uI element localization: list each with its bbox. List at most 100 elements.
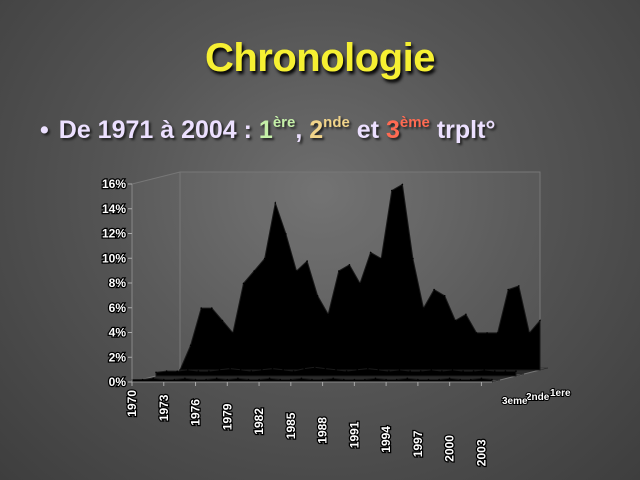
series-3eme (131, 377, 501, 383)
x-tick-label: 1985 (284, 412, 298, 439)
data-point-1ere-1971 (189, 344, 192, 347)
data-point-2nde-1981 (271, 367, 274, 370)
separator-et: et (349, 116, 386, 144)
data-point-2nde-1999 (462, 370, 464, 372)
data-point-2nde-1970 (155, 371, 157, 374)
x-tick-label: 1979 (220, 403, 234, 430)
data-point-3eme-1974 (173, 378, 176, 381)
data-point-3eme-1991 (353, 378, 356, 381)
data-point-2nde-1978 (239, 369, 242, 371)
data-point-1ere-1977 (253, 270, 255, 272)
x-tick-label: 1991 (347, 421, 361, 448)
data-point-1ere-1999 (486, 332, 488, 334)
y-tick-label: 16% (102, 177, 126, 191)
slide-title: Chronologie (204, 36, 436, 80)
y-tick-label: 6% (109, 301, 127, 315)
data-point-1ere-1979 (274, 202, 277, 204)
data-point-3eme-1981 (247, 378, 250, 381)
data-point-1ere-1983 (316, 295, 319, 297)
data-point-2nde-1985 (314, 366, 316, 369)
data-point-2nde-2003 (504, 370, 507, 372)
separator-comma: , (295, 116, 310, 144)
data-point-3eme-1976 (194, 378, 197, 381)
data-point-2nde-1977 (229, 367, 231, 370)
legend-label-3eme: 3eme (502, 396, 528, 407)
data-point-1ere-2003 (528, 332, 531, 334)
data-point-3eme-2004 (491, 378, 493, 381)
second-suffix: nde (323, 114, 350, 131)
third-number: 3 (385, 116, 400, 144)
data-point-2nde-1997 (441, 370, 443, 372)
data-point-2nde-1995 (419, 370, 422, 372)
x-tick-label: 2003 (474, 439, 488, 466)
data-point-1ere-2000 (496, 332, 499, 334)
data-point-1ere-1990 (391, 189, 393, 192)
data-point-3eme-1984 (279, 378, 282, 381)
data-point-2nde-1991 (377, 369, 380, 371)
data-point-3eme-1987 (311, 378, 313, 381)
data-point-2nde-1975 (208, 370, 210, 372)
data-point-2nde-1973 (187, 369, 189, 371)
data-point-1ere-2004 (539, 319, 541, 322)
data-point-3eme-1973 (163, 378, 165, 381)
data-point-1ere-1992 (412, 257, 414, 260)
data-point-3eme-2000 (448, 377, 451, 380)
data-point-2nde-1987 (335, 369, 337, 371)
y-tick-label: 2% (109, 350, 127, 364)
data-point-2nde-1996 (430, 369, 433, 371)
bullet-text-end: trplt° (429, 116, 496, 144)
chart-series (131, 183, 549, 383)
data-point-3eme-1971 (141, 378, 144, 381)
data-point-1ere-1994 (433, 288, 435, 291)
data-point-3eme-1996 (406, 377, 409, 380)
data-point-3eme-1975 (184, 377, 186, 380)
data-point-3eme-1999 (438, 378, 440, 381)
data-point-2nde-2002 (494, 370, 496, 372)
data-point-1ere-1997 (465, 313, 467, 316)
data-point-1ere-1978 (263, 257, 266, 260)
data-point-1ere-1991 (401, 183, 404, 186)
data-point-3eme-1988 (321, 378, 324, 381)
y-tick-label: 4% (109, 326, 127, 340)
x-tick-label: 1970 (125, 390, 139, 417)
data-point-2nde-1979 (250, 370, 253, 372)
data-point-1ere-2001 (507, 288, 510, 291)
data-point-1ere-1985 (338, 270, 340, 272)
data-point-2nde-1988 (345, 370, 348, 372)
y-tick-label: 10% (102, 251, 126, 265)
data-point-3eme-1982 (258, 378, 260, 381)
series-area-2nde (155, 366, 517, 377)
data-point-2nde-1982 (282, 369, 284, 371)
data-point-3eme-1997 (417, 378, 419, 381)
second-number: 2 (309, 116, 324, 144)
data-point-3eme-1993 (374, 377, 377, 380)
data-point-1ere-1988 (369, 251, 372, 254)
data-point-3eme-1979 (226, 378, 229, 381)
data-point-1ere-1996 (454, 319, 457, 322)
data-point-2nde-1989 (356, 369, 359, 371)
x-tick-label: 1994 (379, 426, 393, 453)
data-point-3eme-1983 (268, 377, 271, 380)
data-point-3eme-1985 (290, 378, 292, 381)
data-point-3eme-1980 (237, 377, 239, 380)
x-tick-label: 1997 (411, 430, 425, 457)
data-point-3eme-1986 (300, 377, 303, 380)
data-point-1ere-1993 (422, 307, 425, 309)
x-tick-label: 2000 (443, 435, 457, 462)
first-number: 1 (258, 116, 273, 144)
data-point-3eme-2001 (459, 378, 462, 381)
data-point-2nde-2004 (515, 370, 517, 372)
data-point-2nde-1990 (367, 367, 369, 370)
data-point-1ere-1972 (200, 307, 202, 309)
data-point-2nde-1998 (451, 369, 454, 371)
y-tick-label: 8% (109, 276, 127, 290)
data-point-2nde-1983 (292, 370, 295, 372)
data-point-1ere-1980 (285, 233, 287, 235)
data-point-3eme-2002 (470, 378, 472, 381)
data-point-1ere-1981 (295, 270, 298, 272)
y-tick-label: 14% (102, 202, 126, 216)
bullet-text-start: De 1971 à 2004 : (58, 116, 259, 144)
data-point-1ere-1984 (327, 313, 330, 316)
